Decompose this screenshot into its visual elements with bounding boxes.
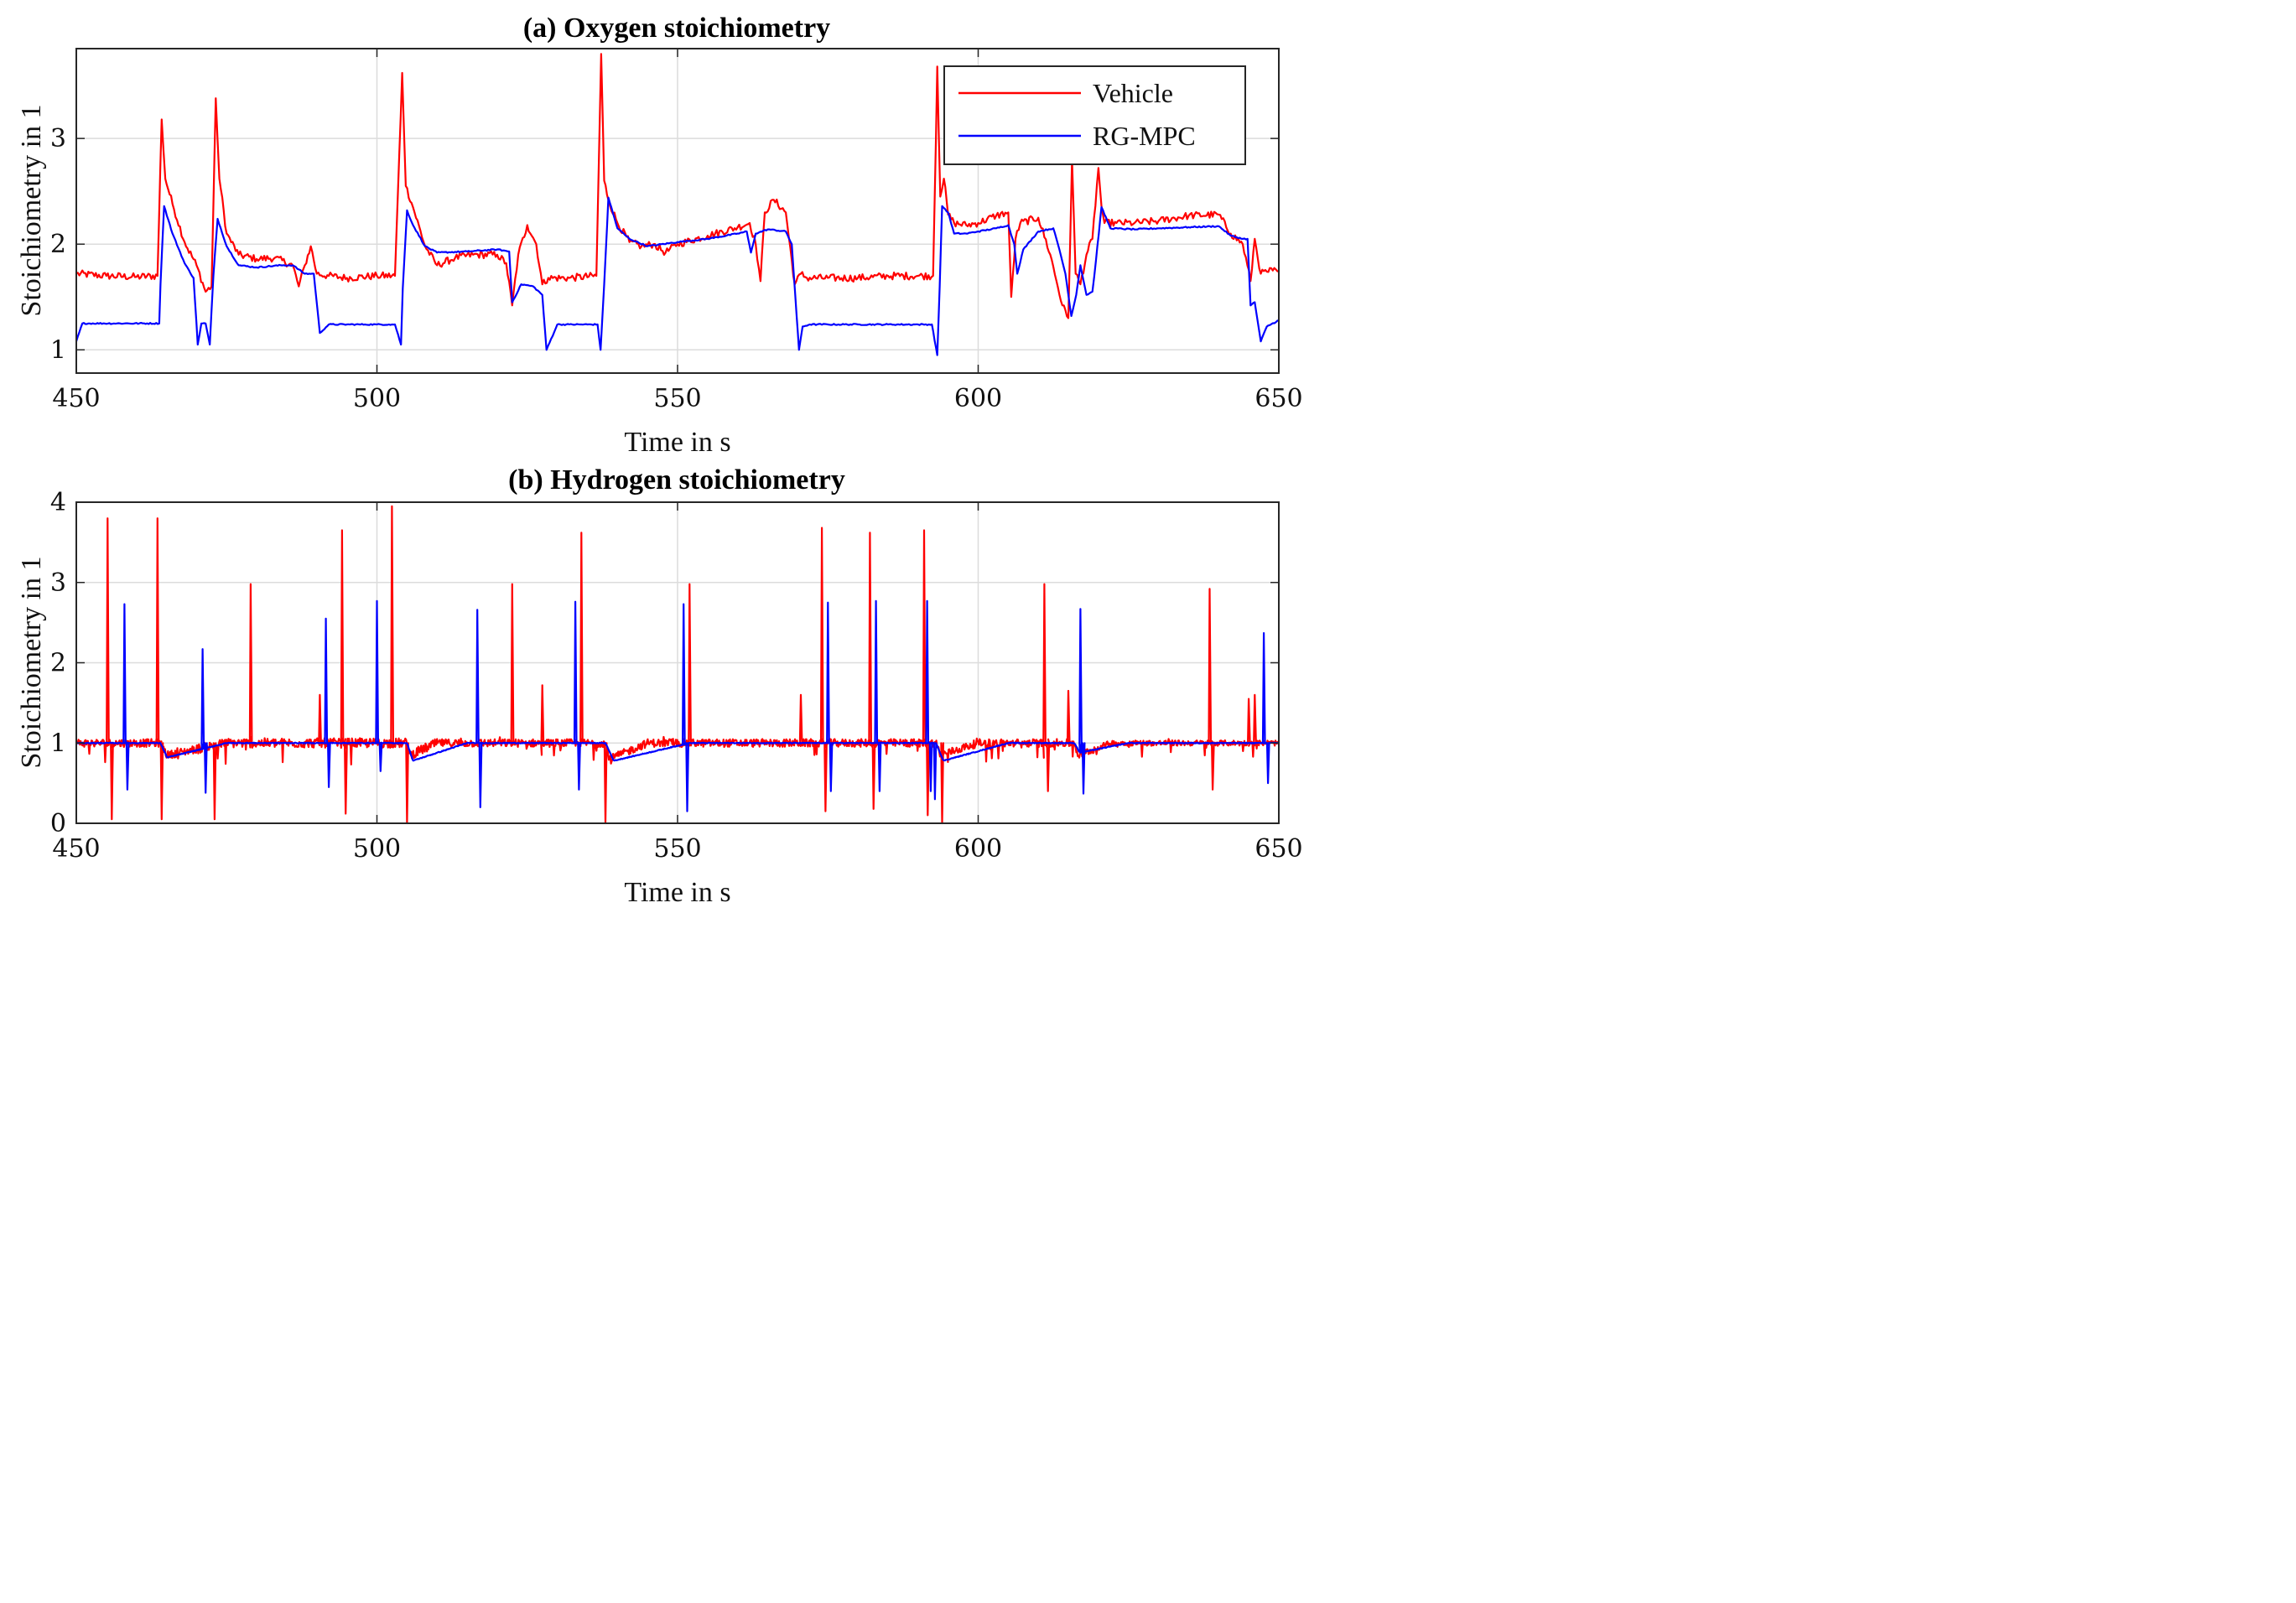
y-tick-label: 2 <box>50 230 66 259</box>
legend-box <box>943 65 1246 165</box>
y-tick-label: 1 <box>50 335 66 365</box>
legend-label-vehicle: Vehicle <box>1093 78 1173 108</box>
x-tick-label: 450 <box>52 384 100 413</box>
x-tick-label: 600 <box>954 384 1002 413</box>
y-tick-labels: 1 2 3 <box>50 124 66 365</box>
x-axis-label: Time in s <box>624 427 730 458</box>
chart-title: (b) Hydrogen stoichiometry <box>508 464 845 495</box>
chart-title: (a) Oxygen stoichiometry <box>523 13 830 44</box>
tick-marks <box>75 501 1280 824</box>
y-tick-labels: 0 1 2 3 4 <box>50 488 66 838</box>
y-axis-label: Stoichiometry in 1 <box>16 104 47 316</box>
x-tick-labels: 450 500 550 600 650 <box>52 834 1302 864</box>
tick-marks <box>75 49 1280 373</box>
legend-label-rg-mpc: RG-MPC <box>1093 121 1196 151</box>
x-tick-label: 500 <box>353 834 401 864</box>
legend: Vehicle RG-MPC <box>943 65 1246 165</box>
x-tick-label: 500 <box>353 384 401 413</box>
y-tick-label: 2 <box>50 649 66 678</box>
series-group <box>75 53 1280 356</box>
x-tick-label: 600 <box>954 834 1002 864</box>
figure: (a) Oxygen stoichiometry 450 500 550 600 650… <box>16 13 1303 908</box>
y-tick-label: 1 <box>50 729 66 758</box>
y-tick-label: 3 <box>50 568 66 598</box>
x-tick-label: 450 <box>52 834 100 864</box>
series-group <box>75 505 1279 825</box>
x-tick-label: 550 <box>653 384 701 413</box>
y-axis-label: Stoichiometry in 1 <box>16 556 47 768</box>
y-tick-label: 4 <box>50 488 66 517</box>
x-tick-labels: 450 500 550 600 650 <box>52 384 1302 413</box>
series-line-rg-mpc <box>75 599 1279 812</box>
y-tick-label: 0 <box>50 809 66 838</box>
y-tick-label: 3 <box>50 124 66 153</box>
x-tick-label: 650 <box>1254 834 1302 864</box>
x-axis-label: Time in s <box>624 877 730 908</box>
subplot-oxygen: (a) Oxygen stoichiometry 450 500 550 600 650… <box>16 13 1303 458</box>
subplot-hydrogen: (b) Hydrogen stoichiometry 450 500 550 600 6… <box>16 464 1303 908</box>
series-line-rg-mpc <box>75 196 1280 356</box>
x-tick-label: 650 <box>1254 384 1302 413</box>
x-tick-label: 550 <box>653 834 701 864</box>
